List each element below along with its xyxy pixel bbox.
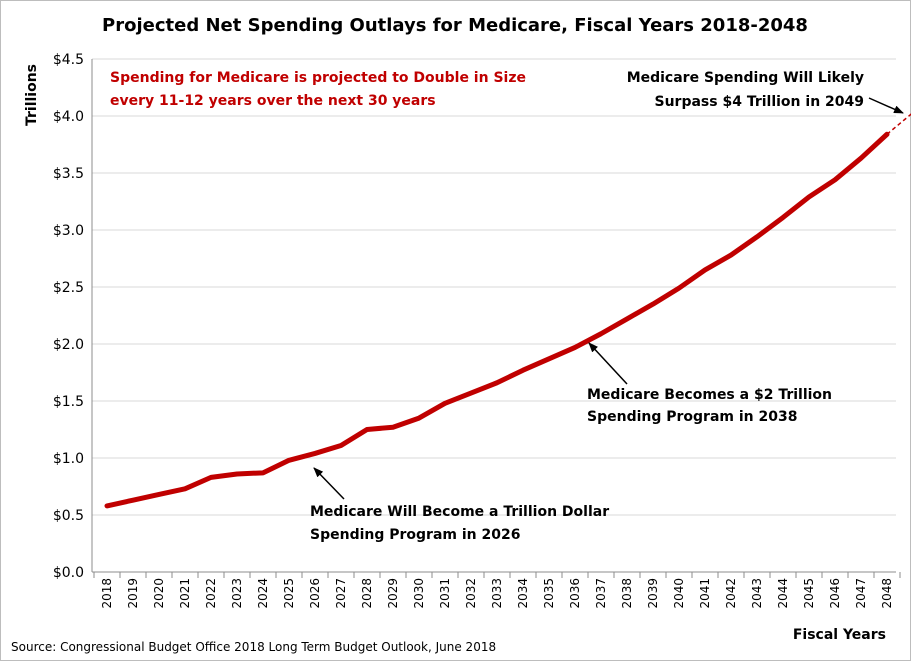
x-tick-label-2034: 2034 xyxy=(516,578,530,609)
x-tick-label-2018: 2018 xyxy=(100,578,114,609)
data-point-2032 xyxy=(469,391,473,395)
x-axis-label: Fiscal Years xyxy=(793,627,886,643)
data-point-2018 xyxy=(105,504,109,508)
data-point-2029 xyxy=(391,425,395,429)
y-tick-label-2: $1.0 xyxy=(53,451,84,467)
x-tick-label-2042: 2042 xyxy=(724,578,738,609)
x-tick-label-2044: 2044 xyxy=(776,578,790,609)
data-point-2040 xyxy=(677,286,681,290)
y-tick-label-5: $2.5 xyxy=(53,280,84,296)
y-tick-label-6: $3.0 xyxy=(53,223,84,239)
x-tick-label-2032: 2032 xyxy=(464,578,478,609)
data-point-2023 xyxy=(235,472,239,476)
y-tick-label-0: $0.0 xyxy=(53,565,84,581)
arrow-2049 xyxy=(868,97,904,114)
data-point-2037 xyxy=(599,332,603,336)
series-line-0 xyxy=(104,131,890,509)
doubling-note-line-2: every 11-12 years over the next 30 years xyxy=(110,93,436,109)
note-2026-line-1: Medicare Will Become a Trillion Dollar xyxy=(310,504,609,520)
data-point-2020 xyxy=(157,492,161,496)
y-tick-label-3: $1.5 xyxy=(53,394,84,410)
data-point-2038 xyxy=(625,317,629,321)
y-tick-label-1: $0.5 xyxy=(53,508,84,524)
y-tick-label-7: $3.5 xyxy=(53,166,84,182)
x-tick-label-2027: 2027 xyxy=(334,578,348,609)
y-axis-ticks: $0.0 $0.5 $1.0 $1.5 $2.0 $2.5 $3.0 $3.5 $4.0 $4.5 xyxy=(53,52,84,581)
x-tick-label-2035: 2035 xyxy=(542,578,556,609)
x-tick-label-2025: 2025 xyxy=(282,578,296,609)
y-tick-label-4: $2.0 xyxy=(53,337,84,353)
x-tick-label-2028: 2028 xyxy=(360,578,374,609)
data-point-2036 xyxy=(573,345,577,349)
data-point-2039 xyxy=(651,302,655,306)
x-tick-label-2021: 2021 xyxy=(178,578,192,609)
x-tick-label-2033: 2033 xyxy=(490,578,504,609)
y-tick-label-8: $4.0 xyxy=(53,109,84,125)
note-2026-line-2: Spending Program in 2026 xyxy=(310,527,520,543)
x-tick-label-2041: 2041 xyxy=(698,578,712,609)
x-tick-label-2019: 2019 xyxy=(126,578,140,609)
data-point-2046 xyxy=(833,178,837,182)
data-point-2022 xyxy=(209,475,213,479)
data-point-2042 xyxy=(729,253,733,257)
note-2038-line-2: Spending Program in 2038 xyxy=(587,409,797,425)
data-point-2028 xyxy=(365,428,369,431)
projection-line-2049 xyxy=(886,113,911,135)
x-tick-label-2020: 2020 xyxy=(152,578,166,609)
x-tick-label-2043: 2043 xyxy=(750,578,764,609)
y-axis-label: Trillions xyxy=(24,64,40,126)
data-point-2026 xyxy=(313,451,317,455)
data-point-2019 xyxy=(131,498,135,502)
x-tick-label-2045: 2045 xyxy=(802,578,816,609)
x-tick-label-2029: 2029 xyxy=(386,578,400,609)
arrow-2038 xyxy=(588,342,628,385)
x-tick-label-2026: 2026 xyxy=(308,578,322,609)
gridlines xyxy=(92,58,896,516)
x-tick-label-2036: 2036 xyxy=(568,578,582,609)
chart-title: Projected Net Spending Outlays for Medic… xyxy=(102,15,808,36)
data-point-2025 xyxy=(287,458,291,462)
series-layer xyxy=(104,113,911,509)
x-tick-label-2038: 2038 xyxy=(620,578,634,609)
data-point-2035 xyxy=(547,357,551,361)
data-point-2030 xyxy=(417,416,421,420)
x-tick-label-2024: 2024 xyxy=(256,578,270,609)
x-tick-label-2031: 2031 xyxy=(438,578,452,609)
x-tick-label-2039: 2039 xyxy=(646,578,660,609)
data-point-2041 xyxy=(703,268,707,272)
data-point-2045 xyxy=(807,195,811,199)
data-point-2033 xyxy=(495,381,499,385)
data-point-2043 xyxy=(755,235,759,239)
data-point-2027 xyxy=(339,443,343,447)
note-2049-line-1: Medicare Spending Will Likely xyxy=(627,70,864,86)
x-tick-label-2046: 2046 xyxy=(828,578,842,609)
x-tick-label-2037: 2037 xyxy=(594,578,608,609)
doubling-note-line-1: Spending for Medicare is projected to Do… xyxy=(110,70,526,86)
x-tick-label-2022: 2022 xyxy=(204,578,218,609)
data-point-2034 xyxy=(521,368,525,372)
data-point-2031 xyxy=(443,401,447,405)
source-note: Source: Congressional Budget Office 2018… xyxy=(11,640,496,654)
x-tick-label-2030: 2030 xyxy=(412,578,426,609)
x-tick-label-2047: 2047 xyxy=(854,578,868,609)
note-2049-line-2: Surpass $4 Trillion in 2049 xyxy=(655,94,865,110)
arrow-2026 xyxy=(313,467,345,500)
x-axis-ticks: 2018 2019 2020 2021 2022 2023 2024 2025 2026 2027… xyxy=(100,578,894,609)
axes xyxy=(91,59,901,578)
data-point-2021 xyxy=(183,487,187,491)
y-tick-label-9: $4.5 xyxy=(53,52,84,68)
data-point-2047 xyxy=(859,156,863,160)
x-tick-label-2040: 2040 xyxy=(672,578,686,609)
data-point-2044 xyxy=(781,215,785,219)
x-tick-label-2023: 2023 xyxy=(230,578,244,609)
note-2038-line-1: Medicare Becomes a $2 Trillion xyxy=(587,387,832,403)
data-point-2024 xyxy=(261,471,265,475)
x-tick-label-2048: 2048 xyxy=(880,578,894,609)
